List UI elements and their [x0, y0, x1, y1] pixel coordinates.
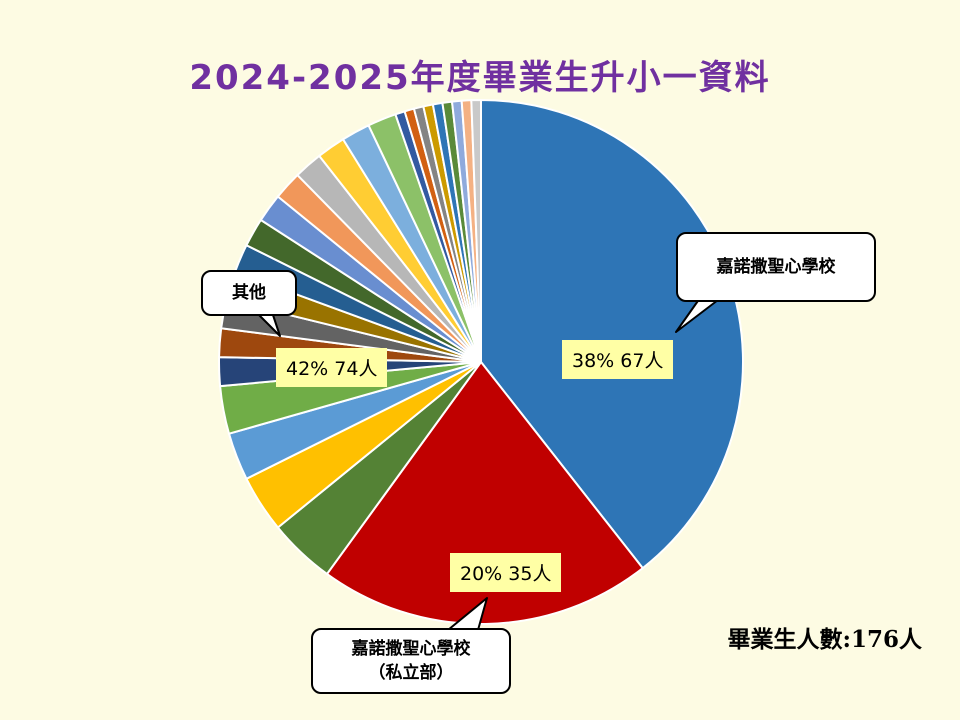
callout-other: 其他 [201, 270, 297, 316]
data-label-other: 42% 74人 [276, 348, 388, 387]
data-label-main: 38% 67人 [562, 340, 674, 379]
callout-other-text: 其他 [232, 283, 266, 303]
callout-private-line2: （私立部） [368, 663, 454, 683]
pie-slice-2 [325, 360, 645, 625]
callout-private-line1: 嘉諾撒聖心學校 [351, 639, 471, 659]
total-graduates: 畢業生人數:176人 [727, 626, 922, 653]
data-label-private: 20% 35人 [450, 553, 562, 592]
callout-private-school-text: 嘉諾撒聖心學校 （私立部） [313, 637, 509, 685]
callout-main-school-text: 嘉諾撒聖心學校 [716, 257, 836, 277]
callout-main-school: 嘉諾撒聖心學校 [676, 232, 876, 302]
pie-slices [218, 98, 744, 625]
callout-private-school: 嘉諾撒聖心學校 （私立部） [311, 628, 511, 694]
pie-slice-27 [470, 98, 482, 363]
chart-title: 2024-2025年度畢業生升小一資料 [189, 58, 771, 98]
